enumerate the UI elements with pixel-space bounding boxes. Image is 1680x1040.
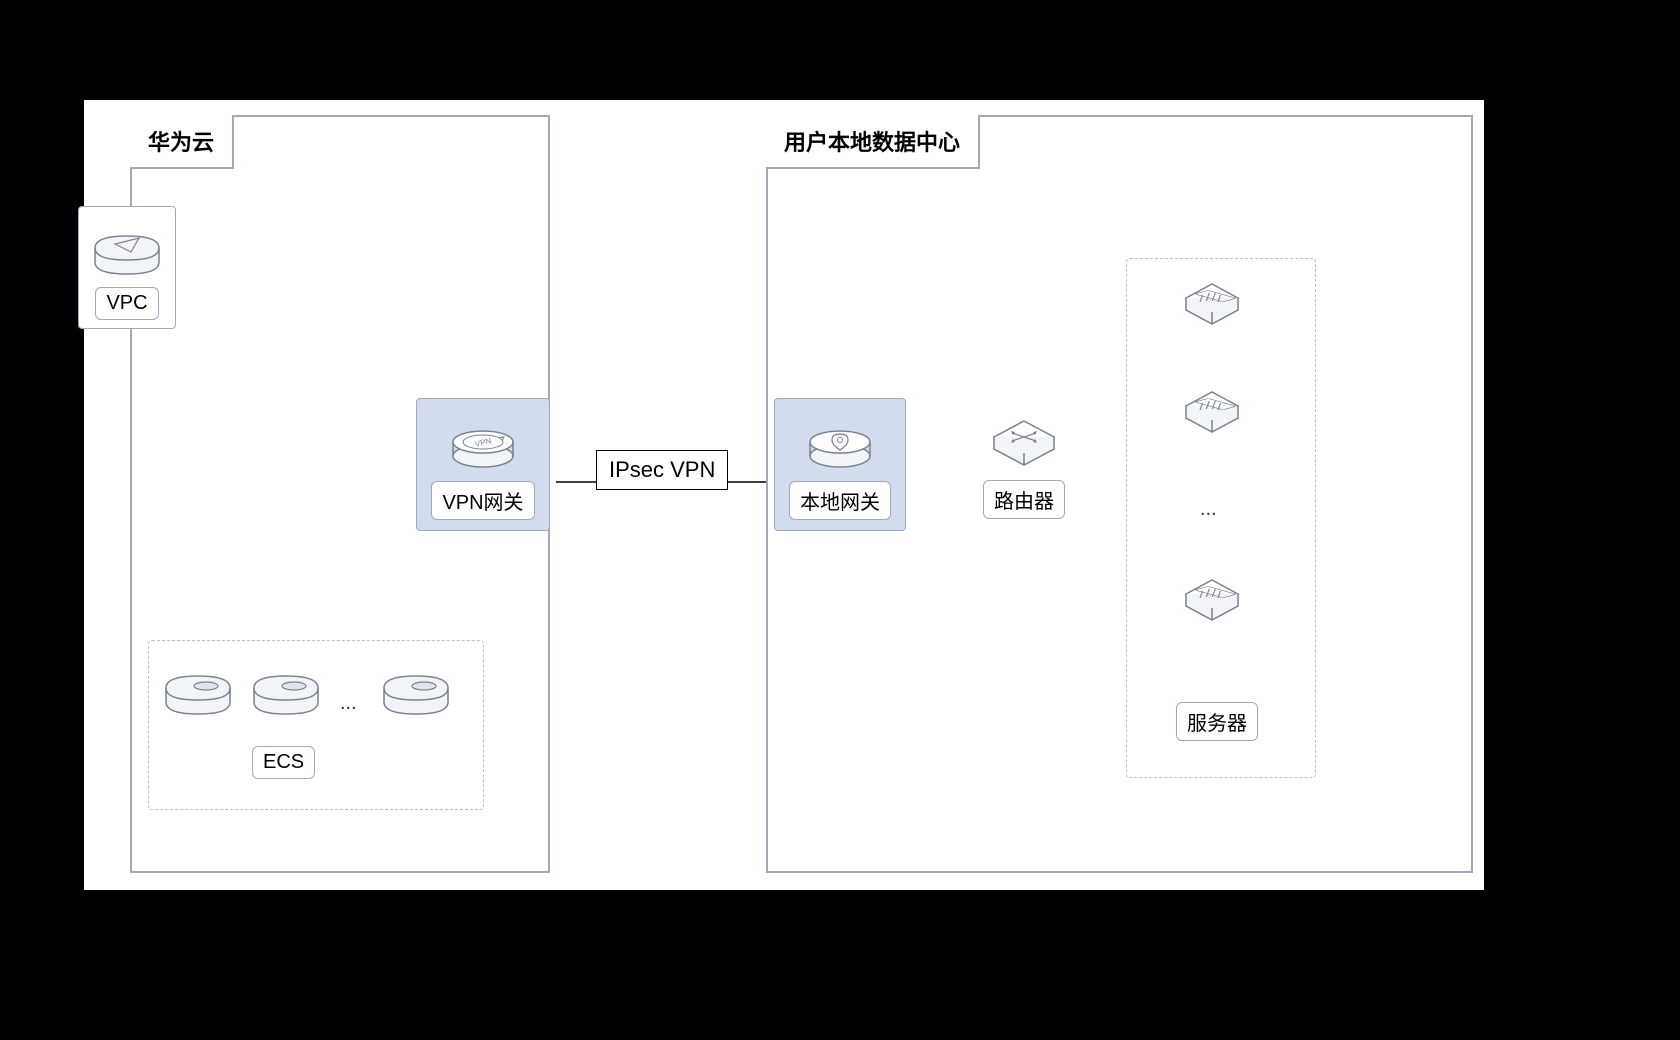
ipsec-vpn-label: IPsec VPN	[596, 450, 728, 490]
router-node: 路由器	[958, 398, 1090, 529]
router-label: 路由器	[983, 480, 1065, 519]
server-label: 服务器	[1176, 702, 1258, 741]
ecs-instance-icon	[380, 662, 452, 723]
ecs-instance-icon	[162, 662, 234, 723]
vpn-gateway-node: VPN网关	[410, 398, 556, 531]
datacenter-region-title: 用户本地数据中心	[766, 115, 980, 169]
ecs-instance-icon	[250, 662, 322, 723]
vpn-gateway-label: VPN网关	[431, 481, 534, 520]
router-icon	[988, 412, 1060, 474]
vpn-gateway-icon	[447, 413, 519, 475]
ecs-label: ECS	[252, 746, 315, 779]
local-gateway-icon	[804, 413, 876, 475]
vpc-label: VPC	[95, 287, 158, 320]
server-icon	[1180, 280, 1244, 333]
ecs-ellipsis: ...	[340, 692, 357, 715]
server-icon	[1180, 388, 1244, 441]
server-group	[1126, 258, 1316, 778]
server-ellipsis: ...	[1200, 498, 1217, 521]
local-gateway-label: 本地网关	[789, 481, 891, 520]
vpc-icon	[91, 219, 163, 281]
vpc-node: VPC	[60, 206, 194, 329]
server-icon	[1180, 576, 1244, 629]
cloud-region-title: 华为云	[130, 115, 234, 169]
local-gateway-node: 本地网关	[767, 398, 913, 531]
